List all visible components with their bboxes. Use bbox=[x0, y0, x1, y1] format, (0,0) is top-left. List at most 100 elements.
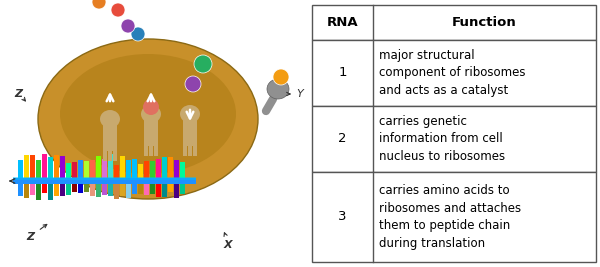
Ellipse shape bbox=[143, 99, 159, 115]
Bar bbox=[188, 142, 192, 156]
Bar bbox=[54, 155, 59, 181]
Bar bbox=[103, 147, 107, 161]
Bar bbox=[108, 154, 113, 181]
Bar bbox=[126, 181, 131, 198]
Bar bbox=[96, 181, 101, 197]
Bar bbox=[102, 181, 107, 195]
Bar bbox=[30, 181, 35, 195]
Text: RNA: RNA bbox=[327, 16, 358, 29]
Text: 2: 2 bbox=[338, 132, 347, 145]
Text: Y: Y bbox=[296, 89, 303, 99]
Ellipse shape bbox=[60, 54, 236, 174]
Ellipse shape bbox=[38, 39, 258, 199]
Bar bbox=[180, 162, 185, 181]
Text: Z: Z bbox=[14, 89, 22, 99]
Bar bbox=[132, 159, 137, 181]
Bar bbox=[78, 181, 83, 193]
Bar bbox=[66, 163, 71, 181]
Bar bbox=[90, 160, 95, 181]
Bar bbox=[126, 160, 131, 181]
Bar bbox=[42, 181, 47, 193]
Bar bbox=[30, 155, 35, 181]
Text: 1: 1 bbox=[338, 66, 347, 79]
Bar bbox=[60, 156, 65, 181]
Bar bbox=[312, 106, 596, 171]
Bar bbox=[90, 181, 95, 196]
Bar bbox=[120, 181, 125, 196]
Bar bbox=[312, 40, 596, 106]
Bar bbox=[114, 181, 119, 199]
Bar bbox=[174, 181, 179, 198]
Bar bbox=[102, 159, 107, 181]
Bar bbox=[150, 181, 155, 194]
Bar bbox=[24, 181, 29, 198]
Ellipse shape bbox=[180, 105, 200, 123]
Ellipse shape bbox=[185, 76, 201, 92]
Bar bbox=[54, 181, 59, 196]
Bar bbox=[183, 118, 197, 146]
Bar bbox=[132, 181, 137, 194]
Bar bbox=[72, 162, 77, 181]
Bar bbox=[114, 165, 119, 181]
Bar bbox=[113, 147, 117, 161]
Bar bbox=[60, 181, 65, 196]
Bar bbox=[72, 181, 77, 192]
Bar bbox=[103, 123, 117, 151]
Text: Z: Z bbox=[26, 232, 34, 242]
Bar bbox=[149, 142, 153, 156]
Bar bbox=[24, 155, 29, 181]
Bar bbox=[66, 181, 71, 195]
Bar bbox=[36, 160, 41, 181]
Ellipse shape bbox=[100, 110, 120, 128]
Bar bbox=[138, 181, 143, 194]
Ellipse shape bbox=[194, 55, 212, 73]
Ellipse shape bbox=[111, 3, 125, 17]
Bar bbox=[108, 147, 112, 161]
Text: major structural
component of ribosomes
and acts as a catalyst: major structural component of ribosomes … bbox=[379, 49, 526, 97]
Bar bbox=[96, 156, 101, 181]
Bar bbox=[183, 142, 187, 156]
Bar bbox=[13, 177, 196, 180]
Bar bbox=[156, 181, 161, 197]
Bar bbox=[154, 142, 158, 156]
Bar bbox=[84, 161, 89, 181]
Text: carries genetic
information from cell
nucleus to ribosomes: carries genetic information from cell nu… bbox=[379, 115, 505, 163]
Bar bbox=[144, 118, 158, 146]
Bar bbox=[193, 142, 197, 156]
Bar bbox=[156, 159, 161, 181]
Ellipse shape bbox=[92, 0, 106, 9]
Ellipse shape bbox=[267, 79, 289, 99]
Text: Function: Function bbox=[452, 16, 517, 29]
Bar bbox=[168, 157, 173, 181]
Bar bbox=[36, 181, 41, 200]
Ellipse shape bbox=[273, 69, 289, 85]
Bar bbox=[162, 157, 167, 181]
Bar bbox=[138, 164, 143, 181]
Bar bbox=[18, 181, 23, 196]
Ellipse shape bbox=[141, 105, 161, 123]
Bar bbox=[48, 181, 53, 200]
Bar bbox=[13, 178, 196, 184]
Bar bbox=[48, 157, 53, 181]
Bar bbox=[42, 154, 47, 181]
Bar bbox=[174, 160, 179, 181]
Bar bbox=[168, 181, 173, 192]
Bar bbox=[108, 181, 113, 196]
Bar bbox=[180, 181, 185, 194]
Bar bbox=[120, 156, 125, 181]
Bar bbox=[144, 142, 148, 156]
Ellipse shape bbox=[131, 27, 145, 41]
Bar bbox=[150, 161, 155, 181]
Bar bbox=[312, 171, 596, 262]
Bar bbox=[162, 181, 167, 197]
Bar bbox=[84, 181, 89, 192]
Bar bbox=[144, 161, 149, 181]
Text: X: X bbox=[224, 240, 232, 250]
Bar bbox=[78, 160, 83, 181]
Bar bbox=[144, 181, 149, 195]
Text: 3: 3 bbox=[338, 210, 347, 223]
Text: carries amino acids to
ribosomes and attaches
them to peptide chain
during trans: carries amino acids to ribosomes and att… bbox=[379, 184, 521, 250]
Bar bbox=[312, 5, 596, 40]
Bar bbox=[18, 160, 23, 181]
Ellipse shape bbox=[121, 19, 135, 33]
